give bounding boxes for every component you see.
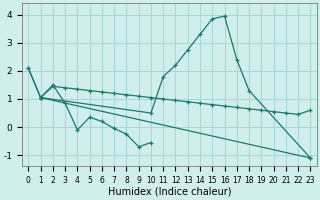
X-axis label: Humidex (Indice chaleur): Humidex (Indice chaleur): [108, 187, 231, 197]
